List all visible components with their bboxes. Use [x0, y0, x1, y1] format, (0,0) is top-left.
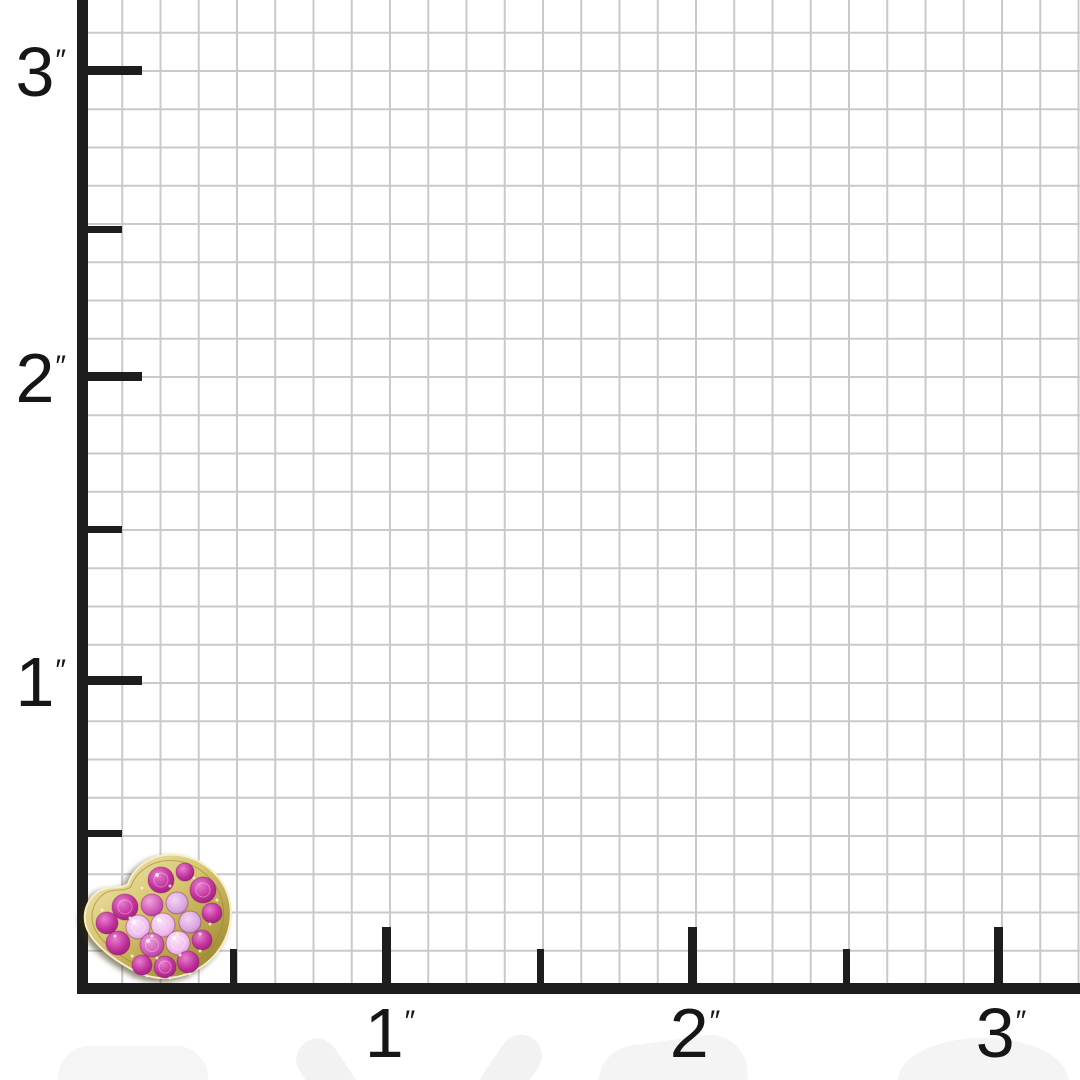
gem [175, 862, 195, 882]
prong-dots [100, 876, 219, 980]
gem [191, 929, 213, 951]
y-axis-label-3in: 3″ [15, 33, 66, 111]
gem [111, 893, 139, 921]
watermark-shape [448, 1026, 550, 1080]
gem [165, 930, 191, 956]
y-tick-2.5in [88, 226, 122, 233]
gem-cluster [95, 862, 223, 979]
x-tick-2in [688, 927, 697, 983]
gem [140, 893, 164, 917]
y-tick-1in [88, 676, 142, 685]
gem [139, 932, 165, 958]
y-tick-1.5in [88, 526, 122, 533]
inch-mark: ″ [1015, 1005, 1027, 1038]
x-axis-label-1in: 1″ [364, 994, 416, 1072]
watermark-shape [58, 1046, 208, 1080]
x-tick-2.5in [843, 949, 850, 983]
gem-facets [117, 872, 211, 974]
x-axis-label-3in: 3″ [975, 994, 1027, 1072]
y-axis-label-2in: 2″ [15, 339, 66, 417]
x-tick-1.5in [537, 949, 544, 983]
bezel-inner-edge [91, 859, 224, 973]
gem [189, 876, 217, 904]
gem [201, 902, 223, 924]
gem [153, 955, 177, 979]
gem [95, 911, 119, 935]
gem [176, 950, 200, 974]
y-axis-label-1in: 1″ [15, 643, 66, 721]
x-tick-3in [994, 927, 1003, 983]
inch-mark: ″ [404, 1005, 416, 1038]
gem [131, 954, 153, 976]
gem [178, 910, 202, 934]
x-axis-label-2in: 2″ [669, 994, 721, 1072]
gem [105, 930, 131, 956]
inch-mark: ″ [55, 654, 66, 687]
gem [147, 866, 175, 894]
inch-mark: ″ [55, 44, 66, 77]
y-axis-line [77, 0, 88, 994]
x-tick-0.5in [230, 949, 237, 983]
gem-sparkles [131, 873, 176, 943]
x-tick-1in [382, 927, 391, 983]
pave-heart-earring-image [83, 853, 232, 980]
x-axis-line [77, 983, 1080, 994]
grid-paper [88, 0, 1080, 983]
y-tick-0.5in [88, 830, 122, 837]
inch-mark: ″ [55, 350, 66, 383]
inch-mark: ″ [709, 1005, 721, 1038]
y-tick-3in [88, 66, 142, 75]
y-tick-2in [88, 372, 142, 381]
gem [165, 891, 189, 915]
